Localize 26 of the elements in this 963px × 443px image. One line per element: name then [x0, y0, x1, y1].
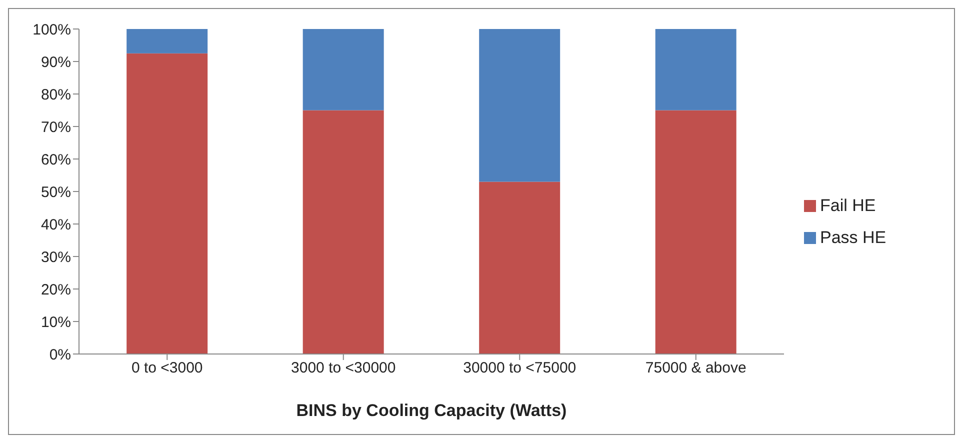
- x-tick-label: 30000 to <75000: [463, 360, 576, 377]
- x-tick-label: 0 to <3000: [131, 360, 203, 377]
- bar: [126, 29, 208, 54]
- legend-label: Pass HE: [820, 228, 886, 246]
- bar: [655, 110, 736, 354]
- y-tick-label: 50%: [40, 184, 71, 201]
- bar: [126, 53, 208, 354]
- y-tick-label: 70%: [40, 118, 71, 136]
- y-tick-label: 80%: [40, 86, 71, 104]
- bar: [302, 29, 384, 110]
- x-tick-label: 3000 to <30000: [291, 360, 396, 377]
- x-axis-title: BINS by Cooling Capacity (Watts): [296, 401, 567, 420]
- bar: [479, 29, 560, 182]
- y-tick-label: 90%: [40, 54, 71, 71]
- y-tick-label: 0%: [49, 346, 71, 364]
- x-tick-label: 75000 & above: [645, 360, 746, 377]
- y-tick-label: 60%: [40, 151, 71, 168]
- bar: [479, 182, 560, 354]
- y-tick-label: 30%: [40, 248, 71, 266]
- y-tick-label: 40%: [40, 216, 71, 234]
- bar: [302, 110, 384, 354]
- legend-label: Fail HE: [820, 196, 876, 214]
- bar: [655, 29, 736, 110]
- y-tick-label: 100%: [32, 21, 71, 38]
- y-tick-label: 10%: [40, 314, 71, 331]
- y-tick-label: 20%: [40, 281, 71, 298]
